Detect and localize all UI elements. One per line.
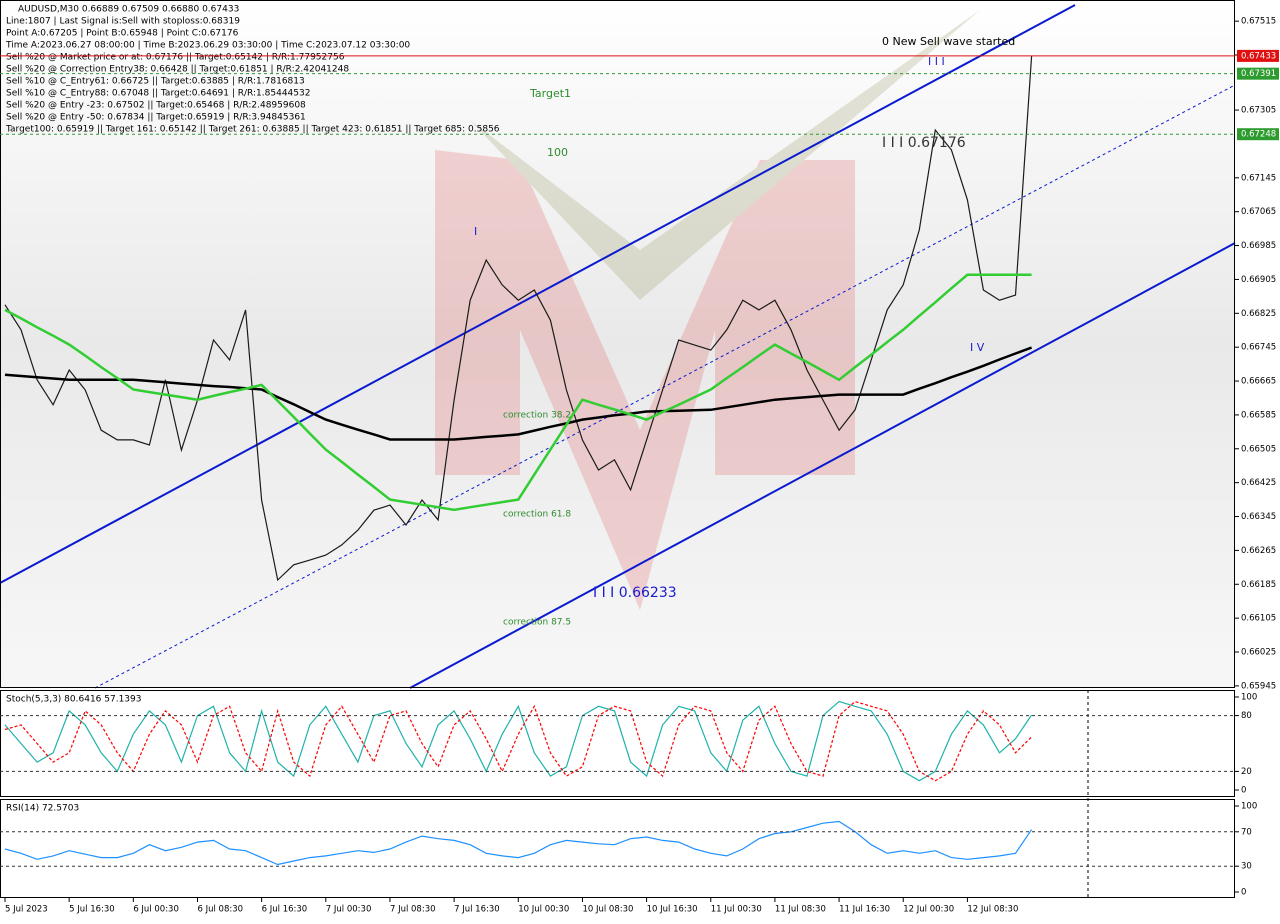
x-tick-label: 10 Jul 08:30 [582, 905, 633, 915]
y-tick-label: 0.65945 [1241, 681, 1276, 691]
panel-title: Stoch(5,3,3) 80.6416 57.1393 [6, 695, 141, 705]
annotation: I I I [928, 55, 945, 68]
y-tick-label: 0.66505 [1241, 444, 1276, 454]
panel-title: RSI(14) 72.5703 [6, 804, 79, 814]
y-tick-label: 0.66985 [1241, 241, 1276, 251]
y-tick-label: 0.66265 [1241, 546, 1276, 556]
x-tick-label: 10 Jul 00:30 [518, 905, 569, 915]
info-line: Sell %20 @ Entry -23: 0.67502 || Target:… [6, 101, 306, 111]
x-tick-label: 6 Jul 08:30 [197, 905, 243, 915]
channel-middle [94, 84, 1236, 689]
level-label-bg [1237, 128, 1279, 141]
y-tick-label: 0.66345 [1241, 512, 1276, 522]
level-label: 0.67391 [1241, 69, 1276, 79]
y-tick-label: 0.66665 [1241, 377, 1276, 387]
y-tick-label: 0.66905 [1241, 275, 1276, 285]
annotation: I [474, 225, 477, 238]
x-tick-label: 6 Jul 00:30 [133, 905, 179, 915]
info-line: Point A:0.67205 | Point B:0.65948 | Poin… [6, 29, 239, 39]
info-line: Sell %20 @ Correction Entry38: 0.66428 |… [6, 65, 349, 75]
annotation: correction 87.5 [503, 618, 571, 628]
info-lines: Line:1807 | Last Signal is:Sell with sto… [5, 17, 500, 135]
x-tick-label: 6 Jul 16:30 [262, 905, 308, 915]
y-tick-label: 0.66745 [1241, 343, 1276, 353]
level-label: 0.67433 [1241, 51, 1276, 61]
x-tick-label: 12 Jul 08:30 [967, 905, 1018, 915]
annotation: Target1 [529, 87, 571, 100]
annotation: correction 38.2 [503, 411, 571, 421]
y-tick-label: 0 [1241, 786, 1246, 796]
y-tick-label: 0.67065 [1241, 207, 1276, 217]
annotation: correction 61.8 [503, 510, 571, 520]
level-label-bg [1237, 49, 1279, 62]
y-tick-label: 80 [1241, 711, 1252, 721]
info-line: Sell %10 @ C_Entry88: 0.67048 || Target:… [6, 89, 310, 99]
y-tick-label: 0.66425 [1241, 478, 1276, 488]
series-line [4, 700, 1033, 782]
info-line: Sell %20 @ Market price or at: 0.67176 |… [6, 53, 345, 63]
y-tick-label: 20 [1241, 767, 1252, 777]
y-tick-label: 0.66585 [1241, 410, 1276, 420]
chart-title: AUDUSD,M30 0.66889 0.67509 0.66880 0.674… [18, 5, 239, 15]
x-tick-label: 10 Jul 16:30 [647, 905, 698, 915]
series-line [4, 55, 1033, 582]
series-line [4, 273, 1032, 512]
channel-upper [0, 4, 1076, 584]
x-tick-label: 7 Jul 16:30 [454, 905, 500, 915]
info-line: Time A:2023.06.27 08:00:00 | Time B:2023… [5, 41, 410, 51]
info-line: Target100: 0.65919 || Target 161: 0.6514… [5, 125, 500, 135]
info-line: Sell %20 @ Entry -50: 0.67834 || Target:… [6, 113, 306, 123]
series-line [4, 820, 1033, 866]
annotation: 0 New Sell wave started [882, 35, 1015, 48]
watermark-logo [435, 10, 980, 610]
info-line: Sell %10 @ C_Entry61: 0.66725 || Target:… [6, 77, 305, 87]
level-label-bg [1237, 67, 1279, 80]
y-tick-label: 0.67145 [1241, 173, 1276, 183]
y-tick-label: 70 [1241, 827, 1252, 837]
x-tick-label: 11 Jul 16:30 [839, 905, 890, 915]
series-line [4, 346, 1033, 441]
annotation: 100 [547, 146, 568, 159]
y-tick-label: 0.67305 [1241, 106, 1276, 116]
annotation: I I I 0.66233 [593, 585, 677, 601]
channel-lower [409, 242, 1236, 689]
info-line: Line:1807 | Last Signal is:Sell with sto… [6, 17, 240, 27]
y-tick-label: 0 [1241, 887, 1246, 897]
y-tick-label: 0.66825 [1241, 309, 1276, 319]
y-tick-label: 0.67515 [1241, 17, 1276, 27]
price-panel-bg [0, 0, 1235, 688]
y-tick-label: 30 [1241, 862, 1252, 872]
x-tick-label: 11 Jul 00:30 [711, 905, 762, 915]
annotation: I V [970, 341, 985, 354]
x-tick-label: 12 Jul 00:30 [903, 905, 954, 915]
series-line [4, 700, 1033, 782]
x-tick-label: 5 Jul 2023 [5, 905, 48, 915]
y-tick-label: 0.66025 [1241, 648, 1276, 658]
panel-frame [0, 690, 1235, 797]
marks [4, 55, 1033, 866]
y-tick-label: 100 [1241, 802, 1257, 812]
x-tick-label: 7 Jul 08:30 [390, 905, 436, 915]
panel-frame [0, 0, 1235, 688]
x-tick-label: 7 Jul 00:30 [326, 905, 372, 915]
panel-frame [0, 799, 1235, 898]
level-label: 0.67248 [1241, 130, 1276, 140]
y-tick-label: 0.66185 [1241, 580, 1276, 590]
y-tick-label: 100 [1241, 692, 1257, 702]
x-tick-label: 5 Jul 16:30 [69, 905, 115, 915]
x-tick-label: 11 Jul 08:30 [775, 905, 826, 915]
annotation: I I I 0.67176 [882, 135, 966, 151]
y-tick-label: 0.66105 [1241, 614, 1276, 624]
